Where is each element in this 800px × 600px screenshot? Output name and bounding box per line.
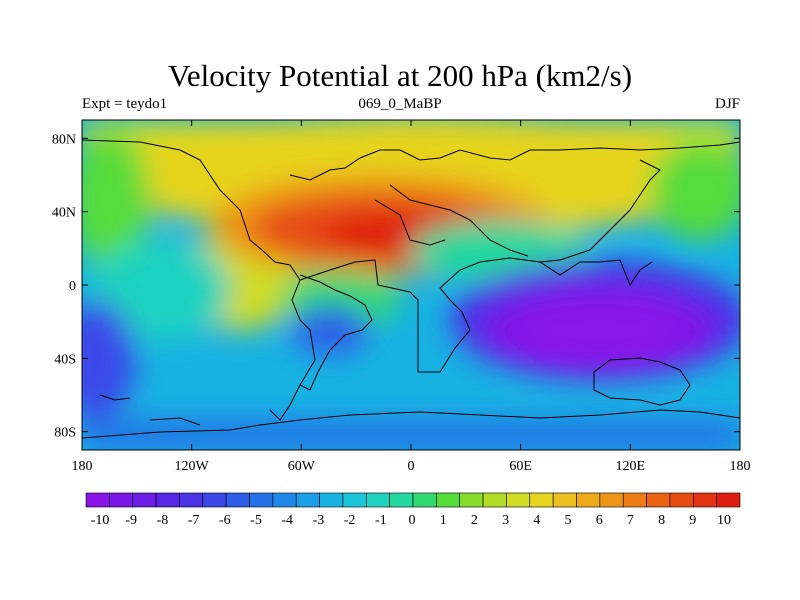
- colorbar-swatch: [716, 492, 741, 508]
- colorbar: [85, 492, 741, 508]
- x-tick-label: 0: [408, 459, 415, 474]
- colorbar-swatch: [365, 492, 390, 508]
- colorbar-swatch: [132, 492, 157, 508]
- x-tick-label: 60E: [509, 459, 532, 474]
- x-tick-label: 60W: [288, 459, 316, 474]
- season-label: DJF: [714, 96, 740, 112]
- colorbar-swatch: [389, 492, 414, 508]
- colorbar-swatch: [576, 492, 601, 508]
- colorbar-label: 6: [596, 513, 603, 528]
- colorbar-swatch: [225, 492, 250, 508]
- y-tick-label: 0: [69, 279, 76, 294]
- coastlines: [82, 139, 740, 439]
- colorbar-swatch: [412, 492, 437, 508]
- colorbar-label: 3: [502, 513, 509, 528]
- x-tick-label: 180: [730, 459, 751, 474]
- colorbar-swatch: [202, 492, 227, 508]
- x-tick-label: 120W: [175, 459, 210, 474]
- colorbar-label: 10: [717, 513, 731, 528]
- velocity-potential-field: [82, 120, 740, 450]
- colorbar-swatch: [622, 492, 647, 508]
- colorbar-swatch: [295, 492, 320, 508]
- colorbar-swatch: [599, 492, 624, 508]
- y-axis: 80N 40N 0 40S 80S: [52, 132, 740, 441]
- colorbar-label: -7: [188, 513, 200, 528]
- colorbar-swatch: [646, 492, 671, 508]
- colorbar-label: -2: [344, 513, 356, 528]
- period-label: 069_0_MaBP: [358, 96, 442, 112]
- colorbar-label: -9: [125, 513, 137, 528]
- experiment-label: Expt = teydo1: [82, 96, 168, 112]
- colorbar-swatch: [109, 492, 134, 508]
- x-tick-label: 120E: [616, 459, 646, 474]
- y-tick-label: 80N: [52, 132, 76, 147]
- colorbar-label: 1: [440, 513, 447, 528]
- colorbar-swatch: [506, 492, 531, 508]
- colorbar-labels: -10 -9 -8 -7 -6 -5 -4 -3 -2 -1 0 1 2 3 4 5 6 7 8 9 10: [91, 513, 731, 528]
- y-tick-label: 40S: [54, 352, 76, 367]
- colorbar-label: -1: [375, 513, 387, 528]
- colorbar-label: -5: [250, 513, 262, 528]
- colorbar-label: 5: [565, 513, 572, 528]
- colorbar-label: -3: [313, 513, 325, 528]
- x-tick-label: 180: [72, 459, 93, 474]
- colorbar-label: -4: [281, 513, 293, 528]
- colorbar-swatch: [319, 492, 344, 508]
- colorbar-label: 9: [689, 513, 696, 528]
- colorbar-swatch: [669, 492, 694, 508]
- colorbar-swatch: [249, 492, 274, 508]
- colorbar-swatch: [692, 492, 717, 508]
- colorbar-swatch: [342, 492, 367, 508]
- colorbar-swatch: [85, 492, 110, 508]
- colorbar-swatch: [272, 492, 297, 508]
- y-tick-label: 80S: [54, 426, 76, 441]
- colorbar-swatch: [552, 492, 577, 508]
- x-axis: 180 120W 60W 0 60E 120E 180: [72, 120, 751, 474]
- colorbar-label: -8: [157, 513, 169, 528]
- colorbar-label: 2: [471, 513, 478, 528]
- map-title: Velocity Potential at 200 hPa (km2/s): [167, 58, 633, 93]
- colorbar-label: 0: [409, 513, 416, 528]
- colorbar-swatch: [155, 492, 180, 508]
- colorbar-label: -10: [91, 513, 110, 528]
- colorbar-swatch: [529, 492, 554, 508]
- y-tick-label: 40N: [52, 206, 76, 221]
- colorbar-swatch: [482, 492, 507, 508]
- colorbar-label: -6: [219, 513, 231, 528]
- colorbar-label: 8: [658, 513, 665, 528]
- colorbar-swatch: [436, 492, 461, 508]
- colorbar-swatch: [179, 492, 204, 508]
- colorbar-label: 4: [533, 513, 540, 528]
- colorbar-label: 7: [627, 513, 634, 528]
- colorbar-swatch: [459, 492, 484, 508]
